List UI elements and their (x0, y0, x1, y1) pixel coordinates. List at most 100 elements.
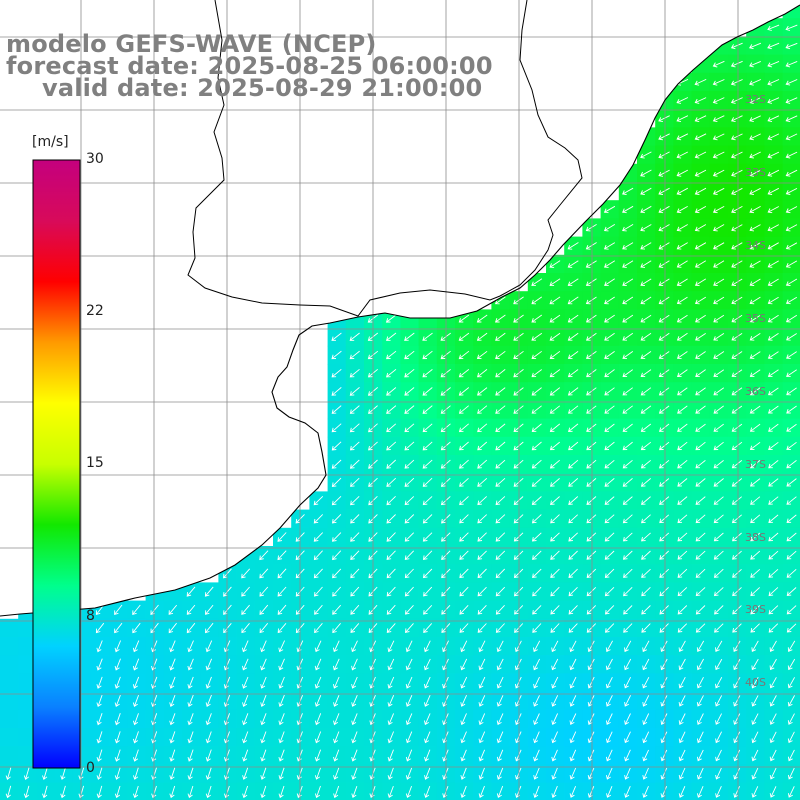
wind-arrow (223, 694, 231, 708)
wind-arrow (277, 532, 287, 542)
wind-arrow (767, 387, 779, 396)
wind-arrow (404, 387, 415, 396)
wind-arrow (676, 351, 688, 359)
wind-arrow (733, 640, 741, 652)
wind-arrow (187, 731, 194, 744)
wind-arrow (712, 79, 725, 86)
wind-arrow (477, 550, 487, 560)
wind-arrow (223, 731, 231, 744)
wind-arrow (587, 786, 595, 798)
wind-arrow (568, 459, 579, 469)
wind-arrow (641, 514, 651, 524)
wind-arrow (349, 423, 360, 433)
wind-arrow (477, 441, 488, 451)
wind-arrow (223, 623, 232, 634)
wind-arrow (132, 676, 140, 689)
wind-arrow (642, 658, 650, 671)
wind-arrow (150, 622, 159, 634)
wind-arrow (713, 514, 724, 524)
wind-arrow (477, 459, 488, 469)
wind-arrow (42, 785, 48, 799)
wind-arrow (713, 224, 725, 232)
wind-arrow (678, 640, 686, 652)
wind-arrow (533, 676, 540, 689)
wind-arrow (677, 459, 688, 469)
wind-arrow (533, 749, 540, 762)
wind-arrow (549, 332, 561, 341)
wind-arrow (696, 713, 704, 725)
wind-arrow (132, 767, 139, 780)
wind-arrow (205, 658, 213, 671)
wind-arrow (586, 623, 597, 633)
wind-arrow (551, 767, 558, 780)
colorbar-tick: 8 (86, 608, 95, 624)
wind-arrow (242, 694, 249, 708)
wind-arrow (132, 713, 139, 726)
wind-arrow (460, 731, 467, 744)
wind-arrow (387, 731, 395, 744)
wind-arrow (349, 368, 360, 378)
wind-arrow (696, 786, 704, 798)
wind-arrow (749, 224, 761, 232)
wind-arrow (549, 350, 561, 359)
wind-arrow (587, 640, 595, 653)
wind-arrow (786, 587, 797, 597)
wind-arrow (785, 169, 798, 177)
wind-arrow (658, 351, 670, 359)
wind-arrow (387, 640, 395, 653)
latitude-label: 38S (745, 531, 766, 544)
wind-arrow (404, 477, 415, 487)
wind-arrow (749, 97, 761, 104)
wind-arrow (642, 767, 649, 780)
wind-arrow (223, 658, 231, 671)
wind-arrow (694, 260, 707, 268)
wind-arrow (132, 694, 140, 708)
wind-arrow (114, 785, 121, 799)
wind-arrow (205, 694, 212, 708)
wind-arrow (787, 749, 795, 762)
wind-arrow (404, 568, 414, 579)
wind-arrow (768, 623, 779, 633)
wind-arrow (677, 514, 688, 524)
wind-arrow (659, 605, 669, 615)
wind-arrow (242, 731, 249, 744)
wind-arrow (496, 731, 504, 744)
wind-arrow (749, 423, 761, 432)
wind-arrow (678, 786, 686, 798)
wind-arrow (23, 767, 30, 781)
wind-arrow (331, 405, 342, 414)
wind-arrow (333, 713, 340, 726)
wind-cell (0, 673, 19, 693)
wind-arrow (459, 514, 469, 524)
wind-arrow (204, 586, 214, 597)
wind-arrow (749, 441, 761, 450)
wind-arrow (349, 350, 360, 360)
wind-arrow (567, 296, 579, 305)
wind-arrow (695, 441, 706, 451)
wind-arrow (622, 332, 634, 341)
wind-arrow (549, 459, 560, 469)
wind-arrow (477, 568, 487, 579)
wind-arrow (531, 387, 542, 396)
wind-arrow (277, 550, 287, 561)
wind-arrow (351, 767, 358, 780)
wind-arrow (568, 605, 578, 615)
wind-arrow (658, 187, 670, 195)
land-area (0, 0, 800, 616)
wind-arrow (569, 731, 577, 744)
wind-arrow (640, 351, 652, 359)
wind-arrow (132, 622, 141, 634)
wind-arrow (314, 604, 323, 615)
wind-arrow (786, 351, 797, 359)
wind-arrow (767, 24, 780, 31)
wind-arrow (767, 133, 780, 141)
wind-arrow (622, 423, 633, 432)
wind-arrow (641, 496, 651, 505)
wind-arrow (622, 351, 634, 359)
wind-arrow (751, 786, 759, 798)
wind-arrow (605, 749, 613, 762)
wind-arrow (751, 749, 759, 762)
wind-arrow (642, 713, 650, 725)
wind-arrow (695, 460, 706, 469)
wind-arrow (549, 369, 561, 378)
